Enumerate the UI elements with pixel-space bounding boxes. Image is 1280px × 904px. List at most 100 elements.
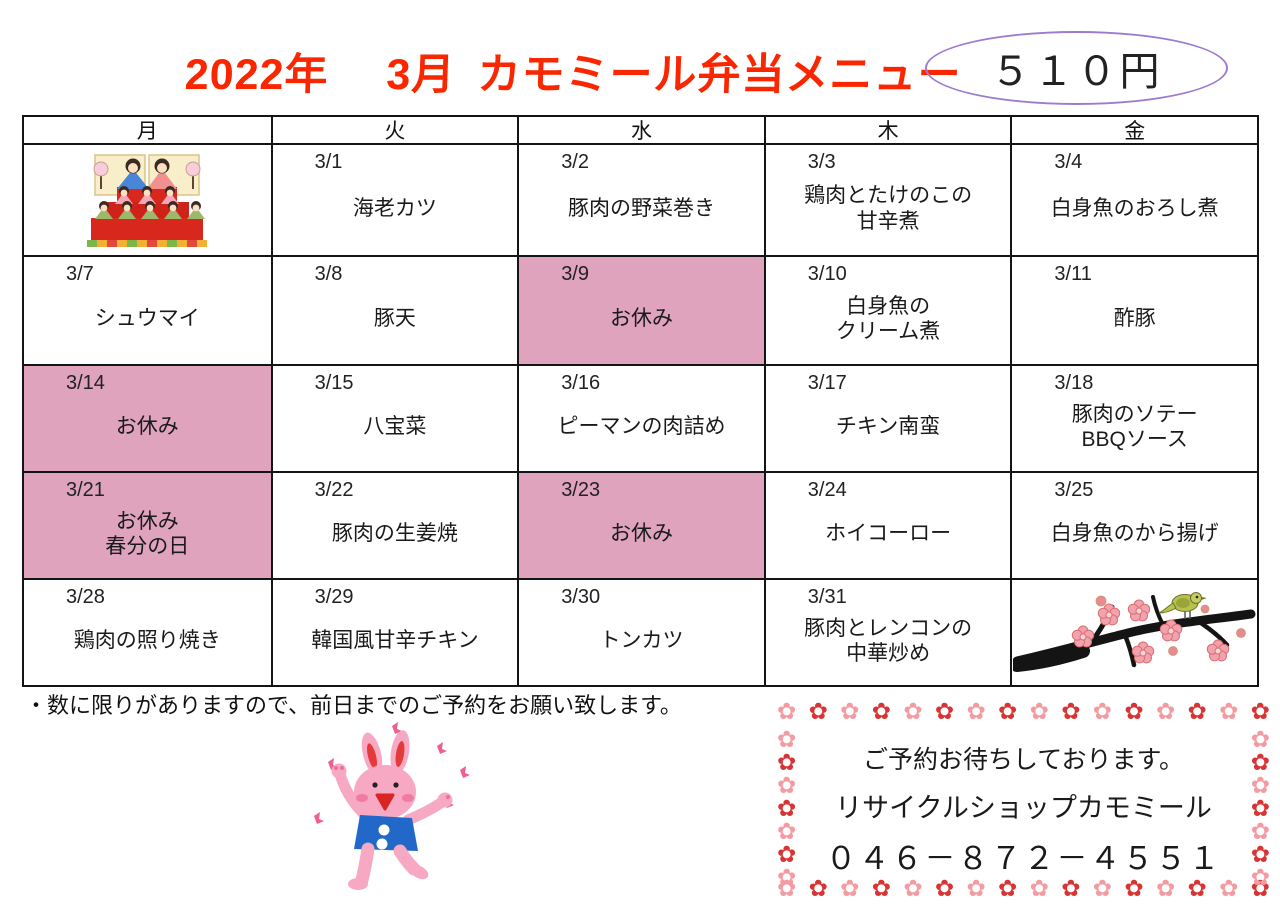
calendar-cell: 3/18 豚肉のソテー BBQソース: [1010, 364, 1257, 471]
reservation-note: ・数に限りがありますので、前日までのご予約をお願い致します。: [25, 693, 682, 718]
plum-flower-icon: ✿: [777, 818, 797, 844]
cell-menu: 白身魚のおろし煮: [1050, 196, 1219, 220]
shop-name: リサイクルショップカモミール: [835, 793, 1212, 823]
cell-menu: ホイコーロー: [825, 522, 952, 546]
cell-menu: お休み: [609, 307, 673, 331]
calendar-cell: 3/7 シュウマイ: [24, 255, 271, 364]
cell-date: 3/29: [314, 586, 354, 608]
calendar-cell: 3/17 チキン南蛮: [763, 364, 1011, 471]
plum-flower-icon: ✿: [1029, 698, 1049, 724]
plum-flower-icon: ✿: [1250, 698, 1270, 724]
plum-flower-icon: ✿: [777, 749, 797, 775]
cell-date: 3/2: [561, 151, 589, 173]
calendar-cell: 3/31 豚肉とレンコンの 中華炒め: [763, 578, 1011, 685]
cell-menu: お休み: [115, 415, 179, 439]
plum-flower-icon: ✿: [777, 795, 797, 821]
plum-flower-icon: ✿: [1187, 698, 1207, 724]
cell-menu: 豚天: [373, 307, 416, 331]
calendar-cell: 3/2 豚肉の野菜巻き: [517, 143, 764, 255]
plum-flower-icon: ✿: [1250, 875, 1270, 901]
title-month: 3月: [385, 51, 457, 99]
plum-flower-icon: ✿: [808, 875, 828, 901]
plum-flower-icon: ✿: [1219, 875, 1239, 901]
cell-menu: 豚肉の生姜焼: [331, 522, 458, 546]
plum-flower-icon: ✿: [1061, 698, 1081, 724]
plum-flower-icon: ✿: [777, 726, 797, 752]
cell-date: 3/28: [66, 586, 105, 608]
cell-date: 3/8: [314, 263, 343, 285]
cell-date: 3/16: [561, 372, 601, 394]
bird-icon: [1158, 591, 1208, 619]
menu-calendar: 月 火 水 木 金: [22, 115, 1259, 687]
page-title: 2022年 3月 カモミール弁当メニュー: [184, 40, 963, 102]
calendar-cell: 3/16 ピーマンの肉詰め: [517, 364, 764, 471]
contact-box: ✿ ✿ ✿ ✿ ✿ ✿ ✿ ✿ ✿ ✿ ✿ ✿ ✿ ✿ ✿ ✿ ✿ ✿ ✿ ✿ ✿ ✿ ✿ ✿ ✿ ✿ ✿ ✿ ✿ ✿ ✿ ✿ ✿ ✿ ✿ ✿ ✿ ✿…: [777, 700, 1270, 900]
cell-menu: 鶏肉とたけのこの 甘辛煮: [804, 184, 973, 233]
flower-border-left: ✿ ✿ ✿ ✿ ✿ ✿ ✿: [777, 726, 797, 889]
cell-date: 3/21: [66, 479, 105, 501]
cell-menu: ピーマンの肉詰め: [557, 415, 726, 439]
plum-flower-icon: ✿: [934, 875, 955, 901]
plum-flower-icon: ✿: [998, 875, 1018, 901]
plum-flower-icon: ✿: [1092, 875, 1113, 901]
cell-date: 3/3: [807, 151, 836, 173]
plum-flower-icon: ✿: [1124, 698, 1144, 724]
calendar-cell: 3/1 海老カツ: [270, 143, 518, 255]
cell-date: 3/31: [807, 586, 847, 608]
cell-menu: 豚肉の野菜巻き: [567, 196, 715, 220]
price-text: ５１０円: [990, 50, 1163, 94]
calendar-cell-closed: 3/21 お休み 春分の日: [24, 471, 271, 578]
cell-date: 3/11: [1054, 263, 1092, 285]
calendar-cell: 3/4 白身魚のおろし煮: [1010, 143, 1257, 255]
cell-menu: 海老カツ: [352, 196, 437, 220]
flower-border-top: ✿ ✿ ✿ ✿ ✿ ✿ ✿ ✿ ✿ ✿ ✿ ✿ ✿ ✿ ✿ ✿: [777, 700, 1270, 723]
cell-date: 3/7: [66, 263, 94, 285]
day-header-wed: 水: [517, 117, 764, 143]
calendar-cell: 3/29 韓国風甘辛チキン: [270, 578, 518, 685]
rabbit-illustration: [292, 718, 487, 903]
cell-date: 3/4: [1054, 151, 1083, 173]
calendar-cell: 3/24 ホイコーロー: [763, 471, 1011, 578]
plum-flower-icon: ✿: [966, 698, 986, 724]
calendar-cell: 3/22 豚肉の生姜焼: [270, 471, 518, 578]
cell-menu: 鶏肉の照り焼き: [73, 629, 221, 653]
plum-flower-icon: ✿: [903, 698, 923, 724]
plum-flower-icon: ✿: [1250, 864, 1270, 890]
day-header-fri: 金: [1010, 117, 1257, 143]
plum-flower-icon: ✿: [777, 875, 797, 901]
cell-date: 3/14: [66, 372, 105, 394]
calendar-cell: 3/8 豚天: [270, 255, 518, 364]
calendar-cell: 3/11 酢豚: [1010, 255, 1257, 364]
calendar-cell: 3/28 鶏肉の照り焼き: [24, 578, 271, 685]
cell-date: 3/18: [1054, 372, 1094, 394]
flower-border-bottom: ✿ ✿ ✿ ✿ ✿ ✿ ✿ ✿ ✿ ✿ ✿ ✿ ✿ ✿ ✿ ✿: [777, 877, 1270, 900]
calendar-cell-closed: 3/9 お休み: [517, 255, 764, 364]
plum-flower-icon: ✿: [1250, 726, 1270, 752]
calendar-cell: [1010, 578, 1257, 685]
plum-flower-icon: ✿: [840, 698, 860, 724]
plum-flower-icon: ✿: [777, 841, 797, 867]
plum-flower-icon: ✿: [966, 875, 986, 901]
cell-date: 3/9: [561, 263, 589, 285]
cell-date: 3/17: [807, 372, 847, 394]
hina-dolls-illustration: [24, 145, 271, 255]
flower-border-right: ✿ ✿ ✿ ✿ ✿ ✿ ✿: [1250, 726, 1270, 889]
plum-branch-illustration: [1012, 580, 1257, 685]
plum-flower-icon: ✿: [871, 875, 892, 901]
phone-number: ０４６－８７２－４５５１: [825, 841, 1222, 876]
price-badge: ５１０円: [925, 31, 1228, 105]
plum-flower-icon: ✿: [1250, 772, 1270, 798]
plum-flower-icon: ✿: [1250, 795, 1270, 821]
contact-message: ご予約お待ちしております。: [862, 746, 1184, 774]
cell-date: 3/1: [314, 151, 343, 173]
plum-flower-icon: ✿: [1250, 749, 1270, 775]
plum-flower-icon: ✿: [998, 698, 1018, 724]
cell-date: 3/24: [807, 479, 847, 501]
cell-date: 3/10: [807, 263, 847, 285]
day-header-tue: 火: [270, 117, 518, 143]
calendar-cell: [24, 143, 271, 255]
title-year: 2022年: [184, 51, 330, 99]
cell-menu: 豚肉のソテー BBQソース: [1071, 402, 1198, 451]
plum-flower-icon: ✿: [777, 772, 797, 798]
